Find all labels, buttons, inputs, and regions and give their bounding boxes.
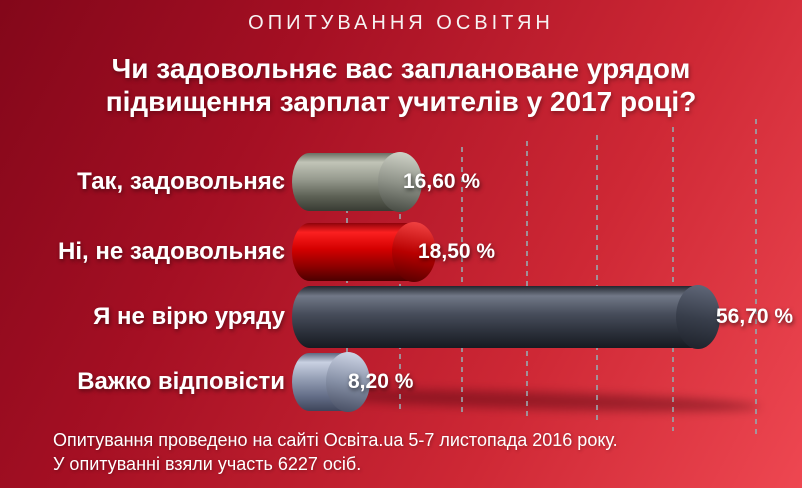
- gridline: [596, 135, 598, 425]
- bar-cylinder-cap: [378, 152, 422, 212]
- gridline: [399, 154, 401, 411]
- category-label: Важко відповісти: [77, 368, 285, 395]
- value-label: 8,20 %: [348, 370, 414, 393]
- bar-yes-satisfied: [292, 152, 422, 212]
- bar-dont-trust-govt: [292, 285, 720, 349]
- footnote-line1: Опитування проведено на сайті Освіта.ua …: [53, 430, 618, 450]
- category-label: Я не вірю уряду: [93, 303, 285, 330]
- category-label: Так, задовольняє: [77, 168, 285, 195]
- bar-cylinder-body: [292, 286, 700, 348]
- gridline: [346, 158, 348, 408]
- chart-title-line2: підвищення зарплат учителів у 2017 році?: [105, 86, 697, 117]
- value-label: 16,60 %: [403, 170, 481, 193]
- footnote-line2: У опитуванні взяли участь 6227 осіб.: [53, 454, 362, 474]
- gridline: [526, 141, 528, 420]
- bar-row-0: Так, задовольняє 16,60 %: [0, 152, 802, 212]
- survey-overline: ОПИТУВАННЯ ОСВІТЯН: [248, 12, 554, 34]
- value-label: 18,50 %: [418, 240, 496, 263]
- category-label: Ні, не задовольняє: [58, 238, 285, 265]
- bar-hard-to-answer: [292, 352, 370, 412]
- bar-not-satisfied: [292, 222, 436, 282]
- bar-cylinder-cap: [326, 352, 370, 412]
- bar-row-2: Я не вірю уряду 56,70 %: [0, 285, 802, 349]
- survey-footnote: Опитування проведено на сайті Освіта.ua …: [53, 428, 618, 476]
- bar-row-3: Важко відповісти 8,20 %: [0, 352, 802, 412]
- bar-row-1: Ні, не задовольняє 18,50 %: [0, 222, 802, 282]
- gridline: [461, 147, 463, 415]
- chart-title: Чи задовольняє вас заплановане урядом пі…: [0, 52, 802, 118]
- value-label: 56,70 %: [716, 305, 794, 328]
- chart-title-line1: Чи задовольняє вас заплановане урядом: [111, 53, 691, 84]
- bar-cylinder-cap: [676, 285, 720, 349]
- gridline: [672, 127, 674, 431]
- gridline: [755, 119, 757, 437]
- bar-cylinder-cap: [392, 222, 436, 282]
